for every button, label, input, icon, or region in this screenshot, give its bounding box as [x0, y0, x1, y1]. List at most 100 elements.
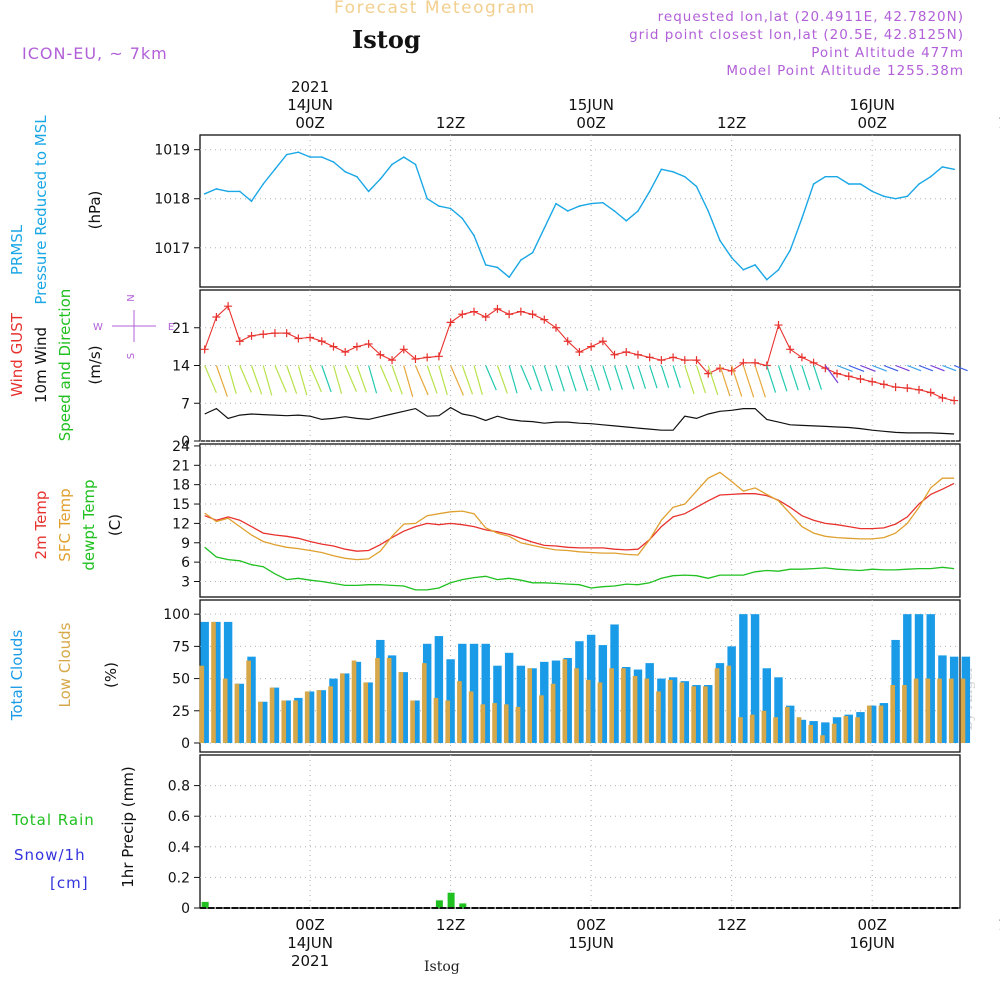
time-label-bottom: 16JUN: [849, 934, 895, 952]
wind-direction-arrow: [543, 365, 554, 392]
pressure-point: [426, 197, 428, 200]
time-label-bottom: 00Z: [295, 916, 324, 934]
wind-direction-arrow: [496, 365, 508, 394]
wind-direction-arrow: [239, 365, 252, 393]
y-tick-label-temp: 21: [172, 458, 190, 474]
pressure-point: [672, 170, 674, 173]
y-tick-label-pressure: 1018: [154, 192, 190, 208]
gust-marker: [282, 329, 291, 338]
wind-direction-arrow: [754, 365, 766, 398]
total-cloud-bar: [797, 719, 807, 743]
low-cloud-bar: [726, 665, 732, 743]
compass-west: W: [93, 322, 103, 333]
total-cloud-bar: [891, 639, 900, 743]
wind-direction-arrow: [789, 365, 799, 391]
low-cloud-bar: [925, 678, 931, 743]
pressure-point: [660, 168, 663, 171]
gust-marker: [270, 329, 279, 338]
pressure-point: [590, 202, 592, 205]
gust-marker: [317, 337, 326, 346]
total-cloud-bar: [376, 639, 385, 743]
total-cloud-bar: [785, 705, 795, 743]
wind-direction-arrow: [391, 365, 403, 395]
wind-direction-arrow: [649, 365, 658, 389]
gust-marker: [458, 310, 467, 319]
pressure-point: [203, 193, 206, 195]
gust-marker: [388, 356, 397, 365]
pressure-point: [367, 190, 370, 193]
low-cloud-bar: [492, 703, 497, 743]
pressure-point: [239, 190, 241, 193]
gust-marker: [481, 312, 490, 321]
pressure-point: [707, 210, 710, 212]
low-cloud-bar: [293, 700, 298, 743]
wind-direction-arrow: [895, 364, 910, 372]
y-tick-label-wind: 7: [181, 396, 190, 412]
wind-direction-arrow: [215, 365, 228, 397]
total-cloud-bar: [832, 717, 842, 743]
total-cloud-bar: [294, 697, 303, 743]
low-cloud-bar: [878, 705, 884, 743]
grid-point-coords: grid point closest lon,lat (20.5E, 42.81…: [629, 27, 964, 43]
gust-marker: [809, 358, 818, 367]
low-cloud-bar: [199, 665, 205, 743]
pressure-point: [941, 166, 944, 168]
y-tick-label-pressure: 1019: [154, 143, 190, 159]
total-cloud-bar: [914, 614, 924, 743]
y-tick-label-temp: 12: [172, 516, 190, 532]
pressure-point: [473, 234, 475, 237]
total-cloud-bar: [551, 660, 561, 743]
time-label-bottom: 00Z: [857, 916, 886, 934]
low-cloud-bar: [316, 690, 322, 743]
total-cloud-bar: [469, 643, 479, 743]
time-label-top: 00Z: [295, 114, 324, 132]
total-cloud-bar: [633, 669, 643, 743]
total-cloud-bar: [598, 645, 608, 743]
wind-direction-arrow: [602, 365, 612, 391]
low-cloud-bar: [386, 657, 392, 743]
gust-marker: [200, 345, 209, 354]
panel-label-pressure: (hPa): [86, 191, 104, 230]
wind-direction-arrow: [461, 365, 474, 395]
gust-marker: [622, 348, 631, 357]
gust-marker: [868, 377, 877, 386]
panel-label-temp: (C): [106, 514, 124, 536]
panel-frame-pressure: [199, 134, 961, 288]
y-tick-label-precip: 0.4: [168, 840, 190, 856]
total-cloud-bar: [926, 614, 935, 743]
time-label-top: 00Z: [857, 114, 886, 132]
low-cloud-bar: [363, 682, 369, 743]
wind-direction-arrow: [286, 365, 298, 394]
wind-direction-arrow: [274, 365, 287, 393]
compass-east: E: [168, 322, 174, 333]
total-cloud-bar: [317, 690, 327, 743]
y-tick-label-wind: 0: [181, 434, 190, 450]
wind-direction-arrow: [719, 365, 731, 397]
low-cloud-bar: [937, 678, 942, 743]
wind-direction-arrow: [824, 365, 839, 384]
total-cloud-bar: [762, 668, 771, 743]
total-cloud-bar: [809, 721, 818, 743]
pressure-point: [566, 210, 569, 212]
total-cloud-bar: [235, 683, 245, 743]
gust-marker: [294, 334, 303, 343]
time-label-bottom: 12Z: [998, 916, 1000, 934]
pressure-point: [812, 183, 815, 185]
pressure-point: [847, 183, 850, 185]
pressure-point: [414, 163, 417, 166]
gust-marker: [844, 372, 853, 381]
rain-bar: [201, 901, 209, 908]
pressure-line: [204, 151, 955, 281]
wind-direction-arrow: [204, 365, 217, 394]
time-label-top: 12Z: [436, 114, 465, 132]
panel-label-clouds: (%): [102, 662, 120, 688]
model-altitude: Model Point Altitude 1255.38m: [726, 63, 964, 79]
wind-direction-arrow: [344, 365, 357, 392]
wind-direction-arrow: [473, 365, 483, 395]
low-cloud-bar: [351, 660, 357, 743]
gust-marker: [352, 342, 361, 351]
panel-label-temp: SFC Temp: [56, 488, 74, 561]
total-cloud-bar: [704, 685, 713, 743]
low-cloud-bar: [562, 659, 568, 743]
pressure-point: [402, 156, 405, 158]
